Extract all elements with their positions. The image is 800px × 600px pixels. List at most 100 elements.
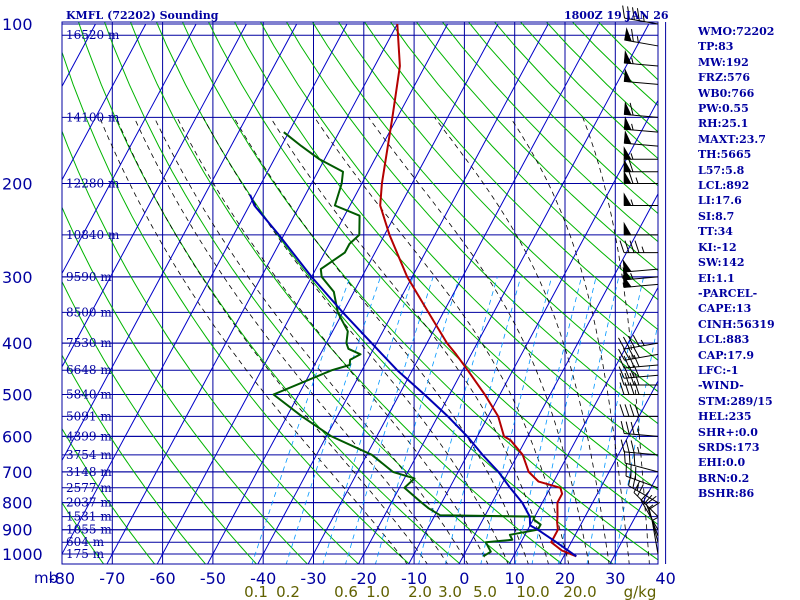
barb-pennant: [624, 27, 632, 42]
barb-staff: [640, 500, 659, 530]
barb-feather: [624, 404, 630, 417]
mixing-ratio-label: 2.0: [408, 583, 432, 600]
wind-barb: [622, 259, 659, 273]
wind-barb: [651, 517, 659, 555]
barb-staff: [624, 353, 659, 361]
barb-feather: [634, 240, 640, 253]
barb-feather: [619, 372, 625, 386]
wind-barb: [640, 490, 659, 530]
mixing-ratio-label: 20.0: [563, 583, 596, 600]
index-item: CAPE:13: [698, 302, 752, 316]
height-label: 604 m: [66, 535, 105, 549]
mixing-ratio-label: 5.0: [473, 583, 497, 600]
barb-feather: [640, 490, 650, 501]
isotherm-line: [156, 23, 449, 564]
isotherm-line: [559, 379, 658, 564]
height-label: 1531 m: [66, 510, 112, 524]
barb-half-feather: [637, 446, 640, 454]
height-labels: 16520 m 14100 m 12280 m 10840 m 9590 m 8500 m…: [66, 28, 120, 561]
moist-adiabat-line: [133, 117, 449, 564]
barb-half-feather: [630, 153, 634, 160]
barb-staff: [624, 451, 659, 456]
isotherm-line: [508, 286, 658, 564]
barb-pennant: [623, 221, 632, 236]
pressure-unit-label: mb: [34, 569, 58, 587]
barb-feather: [620, 439, 625, 452]
moist-adiabat-line: [99, 117, 408, 564]
pressure-tick-label: 300: [2, 268, 33, 287]
index-item: LCL:892: [698, 179, 750, 193]
index-item: KI:-12: [698, 240, 737, 254]
dry-adiabat-line: [62, 206, 309, 564]
height-label: 2037 m: [66, 496, 112, 510]
barb-feather: [624, 372, 630, 386]
barb-feather: [618, 366, 625, 379]
barb-pennant: [623, 116, 632, 131]
mixing-ratio-unit: g/kg: [624, 583, 657, 600]
isotherm-line: [408, 99, 658, 564]
index-item: SW:142: [698, 256, 745, 270]
index-item: PW:0.55: [698, 102, 749, 116]
wind-barb: [624, 27, 659, 47]
wind-barb: [623, 130, 659, 147]
barb-staff: [651, 520, 659, 555]
mixing-ratio-line: [586, 276, 644, 564]
barb-staff: [633, 492, 659, 517]
dewpoint-profile: [272, 131, 542, 558]
barb-staff: [648, 509, 659, 543]
barb-feather: [619, 240, 625, 253]
index-item: RH:25.1: [698, 117, 749, 131]
pressure-tick-label: 900: [2, 521, 33, 540]
barb-feather: [625, 439, 630, 453]
height-label: 3754 m: [66, 448, 112, 462]
isotherm-line: [62, 23, 348, 556]
barb-pennant: [622, 274, 632, 288]
index-item: HEL:235: [698, 410, 752, 424]
barb-feather: [632, 346, 640, 358]
barb-pennant: [623, 101, 632, 116]
temperature-tick-label: 20: [555, 569, 575, 588]
barb-pennant: [623, 68, 632, 83]
index-item: WMO:72202: [698, 25, 775, 38]
barb-feather: [629, 240, 635, 253]
temperature-tick-label: -30: [300, 569, 326, 588]
mixing-ratio-label: 0.2: [276, 583, 300, 600]
barb-feather: [618, 348, 625, 361]
index-item: FRZ:576: [698, 71, 751, 85]
barb-feather: [629, 404, 635, 417]
plot-frame: [61, 21, 659, 565]
temperature-tick-label: -60: [150, 569, 176, 588]
height-label: 14100 m: [66, 110, 120, 124]
isotherm-line: [62, 23, 197, 275]
dry-adiabat-line: [363, 22, 658, 331]
height-label: 4399 m: [66, 429, 112, 443]
barb-half-feather: [641, 246, 645, 253]
barb-pennant: [623, 192, 632, 206]
wind-barb: [622, 266, 659, 281]
barb-feather: [634, 382, 640, 395]
dry-adiabat-line: [311, 22, 658, 393]
moist-adiabat-line: [270, 117, 549, 564]
mixing-ratio-label: 10.0: [516, 583, 549, 600]
dry-adiabat-line: [155, 22, 614, 564]
barb-feather: [628, 355, 635, 368]
dry-adiabat-line: [259, 22, 658, 457]
wind-barb: [620, 439, 659, 456]
barb-staff: [624, 17, 659, 25]
pressure-tick-label: 400: [2, 334, 33, 353]
barb-feather: [637, 484, 644, 497]
parcel-path: [249, 194, 577, 558]
index-item: TH:5665: [698, 148, 752, 162]
barb-half-feather: [636, 484, 639, 491]
temperature-axis-labels: -80 -70 -60 -50 -40 -30 -20 -10 0 10 20 30 40: [49, 569, 676, 588]
sounding-indices-list: WMO:72202 TP:83 MW:192 FRZ:576 WB0:766 PW:0.5…: [698, 24, 800, 502]
dry-adiabats: [62, 22, 658, 564]
index-item: WB0:766: [698, 86, 755, 100]
wind-barb: [619, 382, 658, 395]
valid-time: 1800Z 19 JAN 26: [564, 9, 669, 22]
barb-feather: [634, 372, 640, 386]
index-item: -PARCEL-: [698, 286, 758, 300]
barb-feather: [632, 475, 636, 489]
barb-half-feather: [635, 177, 639, 184]
mixing-ratio-label: 0.1: [244, 583, 268, 600]
